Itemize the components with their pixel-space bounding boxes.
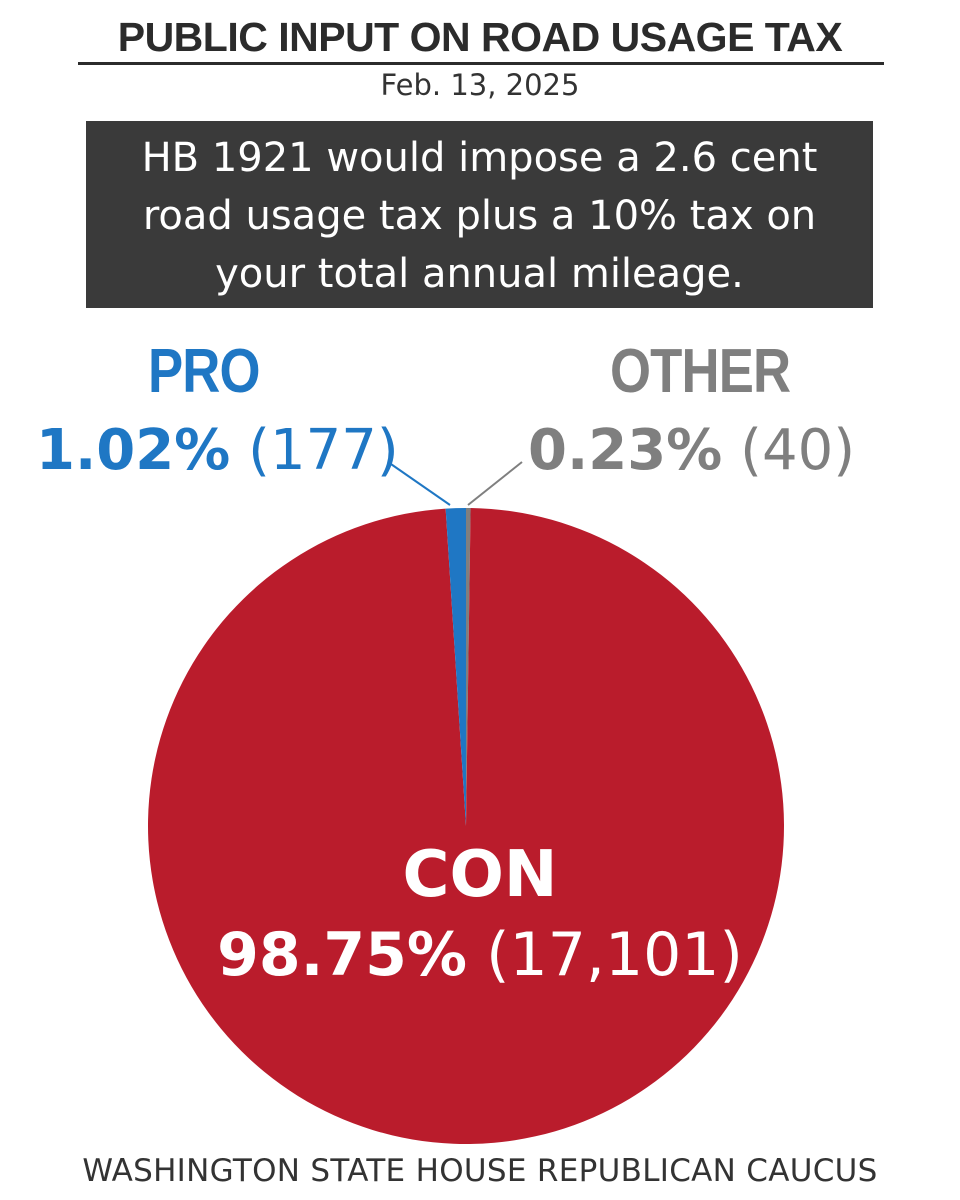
description-line: HB 1921 would impose a 2.6 cent bbox=[141, 135, 818, 181]
description-box: HB 1921 would impose a 2.6 cent road usa… bbox=[86, 121, 873, 308]
con-value: 98.75% (17,101) bbox=[0, 920, 960, 990]
pie-slice-con bbox=[147, 508, 784, 1144]
con-count: (17,101) bbox=[486, 920, 743, 990]
pro-value: 1.02% (177) bbox=[36, 418, 399, 483]
description-line: your total annual mileage. bbox=[215, 251, 744, 297]
source-footer: WASHINGTON STATE HOUSE REPUBLICAN CAUCUS bbox=[82, 1153, 878, 1189]
other-label: OTHER bbox=[610, 337, 791, 406]
pro-count: (177) bbox=[248, 418, 399, 483]
other-percent: 0.23% bbox=[528, 418, 723, 483]
pro-label: PRO bbox=[148, 337, 261, 406]
con-label: CON bbox=[402, 838, 558, 912]
pie-slices bbox=[147, 508, 784, 1144]
pro-percent: 1.02% bbox=[36, 418, 231, 483]
description-line: road usage tax plus a 10% tax on bbox=[142, 193, 817, 239]
title-underline bbox=[78, 62, 884, 65]
other-value: 0.23% (40) bbox=[528, 418, 855, 483]
chart-title: PUBLIC INPUT ON ROAD USAGE TAX bbox=[117, 14, 843, 60]
pie-slice-pro bbox=[445, 508, 466, 826]
other-leader-line bbox=[467, 461, 523, 506]
other-count: (40) bbox=[740, 418, 856, 483]
pro-leader-line bbox=[387, 461, 451, 506]
con-percent: 98.75% bbox=[217, 920, 468, 990]
pie-slice-other bbox=[466, 508, 471, 826]
chart-date: Feb. 13, 2025 bbox=[380, 68, 580, 102]
